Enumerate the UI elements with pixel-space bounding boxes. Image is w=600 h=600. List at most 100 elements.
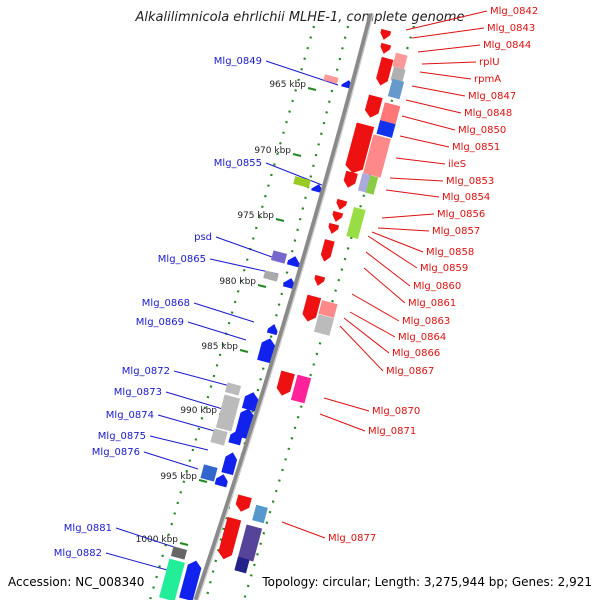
- gene-label-psd: psd: [194, 232, 212, 243]
- gene-label-Mlg_0873: Mlg_0873: [114, 387, 162, 398]
- feature-box: [215, 394, 241, 432]
- leader-line: [405, 10, 488, 31]
- scale-tick: [179, 542, 189, 546]
- feature-box: [224, 382, 242, 396]
- scale-tick-label: 990 kbp: [180, 406, 217, 416]
- scale-tick: [275, 218, 285, 222]
- leader-line: [377, 227, 430, 232]
- feature-box: [379, 102, 401, 126]
- gene-label-Mlg_0863: Mlg_0863: [402, 316, 450, 327]
- gene-label-Mlg_0867: Mlg_0867: [386, 366, 434, 377]
- leader-line: [193, 302, 255, 323]
- gene-label-Mlg_0848: Mlg_0848: [464, 108, 512, 119]
- feature-box: [252, 504, 268, 524]
- plus-gene-arrow: [282, 278, 296, 290]
- leader-line: [319, 413, 366, 432]
- scale-tick-label: 975 kbp: [237, 211, 274, 221]
- minus-gene-arrow: [380, 28, 392, 40]
- leader-line: [343, 317, 390, 354]
- scale-tick-label: 965 kbp: [269, 80, 306, 90]
- feature-box: [346, 206, 366, 240]
- leader-line: [371, 231, 424, 253]
- leader-line: [105, 552, 179, 574]
- feature-box: [363, 134, 391, 178]
- backbone-highlight: [197, 13, 374, 600]
- plus-gene-arrow: [179, 560, 202, 600]
- scale-tick: [239, 349, 249, 353]
- feature-box: [237, 524, 263, 562]
- feature-box: [376, 120, 396, 138]
- gene-label-Mlg_0868: Mlg_0868: [142, 298, 190, 309]
- plus-gene-arrow: [228, 430, 243, 446]
- gene-label-Mlg_0847: Mlg_0847: [468, 91, 516, 102]
- leader-line: [187, 321, 247, 341]
- gene-label-Mlg_0864: Mlg_0864: [398, 332, 446, 343]
- plus-gene-arrow: [266, 324, 278, 336]
- leader-line: [405, 99, 462, 114]
- leader-line: [149, 435, 209, 451]
- leader-line: [419, 71, 472, 80]
- scale-tick: [257, 284, 267, 288]
- feature-box: [263, 270, 279, 282]
- leader-line: [381, 213, 435, 219]
- feature-box: [313, 314, 335, 336]
- leader-line: [143, 451, 199, 470]
- gene-label-Mlg_0865: Mlg_0865: [158, 254, 206, 265]
- gene-label-Mlg_0843: Mlg_0843: [487, 23, 535, 34]
- feature-box: [365, 175, 379, 195]
- leader-line: [173, 370, 231, 387]
- leader-line: [395, 157, 446, 165]
- leader-lines: [105, 10, 488, 574]
- minus-gene-arrow: [314, 274, 326, 286]
- plus-gene-arrow: [241, 392, 259, 412]
- feature-box: [293, 176, 311, 188]
- map-title: Alkalilimnicola ehrlichii MLHE-1, comple…: [135, 10, 465, 25]
- gene-label-Mlg_0856: Mlg_0856: [437, 209, 485, 220]
- scale-tick-label: 985 kbp: [201, 342, 238, 352]
- plus-gene-arrow: [286, 256, 300, 268]
- plus-gene-arrow: [257, 338, 276, 364]
- leader-line: [421, 61, 477, 65]
- feature-box: [387, 78, 405, 100]
- minus-gene-arrow: [376, 56, 394, 86]
- leader-line: [389, 177, 444, 182]
- gene-label-Mlg_0859: Mlg_0859: [420, 263, 468, 274]
- leader-line: [323, 397, 370, 412]
- leader-line: [367, 235, 418, 269]
- leader-line: [339, 325, 384, 372]
- backbone-line: [193, 13, 374, 600]
- leader-line: [363, 267, 406, 304]
- gene-label-Mlg_0857: Mlg_0857: [432, 226, 480, 237]
- plus-gene-arrow: [311, 184, 324, 194]
- gene-label-Mlg_0877: Mlg_0877: [328, 533, 376, 544]
- minus-gene-arrow: [343, 170, 358, 188]
- minus-gene-arrow: [328, 222, 340, 234]
- minus-gene-arrow: [332, 210, 344, 222]
- leader-line: [281, 521, 326, 539]
- leader-line: [215, 236, 273, 258]
- feature-box: [234, 556, 250, 574]
- genome-backbone: [193, 13, 374, 600]
- feature-box: [323, 74, 339, 84]
- leader-line: [349, 311, 396, 338]
- minus-gene-arrow: [320, 239, 335, 262]
- feature-box: [170, 546, 188, 560]
- leader-line: [411, 27, 485, 39]
- minus-gene-arrow: [218, 516, 242, 560]
- gene-label-Mlg_0871: Mlg_0871: [368, 426, 416, 437]
- feature-box: [200, 464, 218, 482]
- gene-label-Mlg_0849: Mlg_0849: [214, 56, 262, 67]
- scale-ticks: 965 kbp 970 kbp 975 kbp 980 kbp 985 kbp 990 k…: [136, 80, 317, 546]
- feature-box: [392, 52, 408, 70]
- feature-box: [270, 250, 288, 264]
- gene-label-Mlg_0869: Mlg_0869: [136, 317, 184, 328]
- gene-label-Mlg_0861: Mlg_0861: [408, 298, 456, 309]
- leader-line: [401, 115, 456, 131]
- scale-tick: [292, 153, 302, 157]
- plus-gene-arrow: [221, 452, 238, 476]
- leader-line: [399, 135, 450, 148]
- minus-gene-arrow: [364, 94, 383, 118]
- gene-label-Mlg_0854: Mlg_0854: [442, 192, 490, 203]
- scale-tick-label: 980 kbp: [219, 277, 256, 287]
